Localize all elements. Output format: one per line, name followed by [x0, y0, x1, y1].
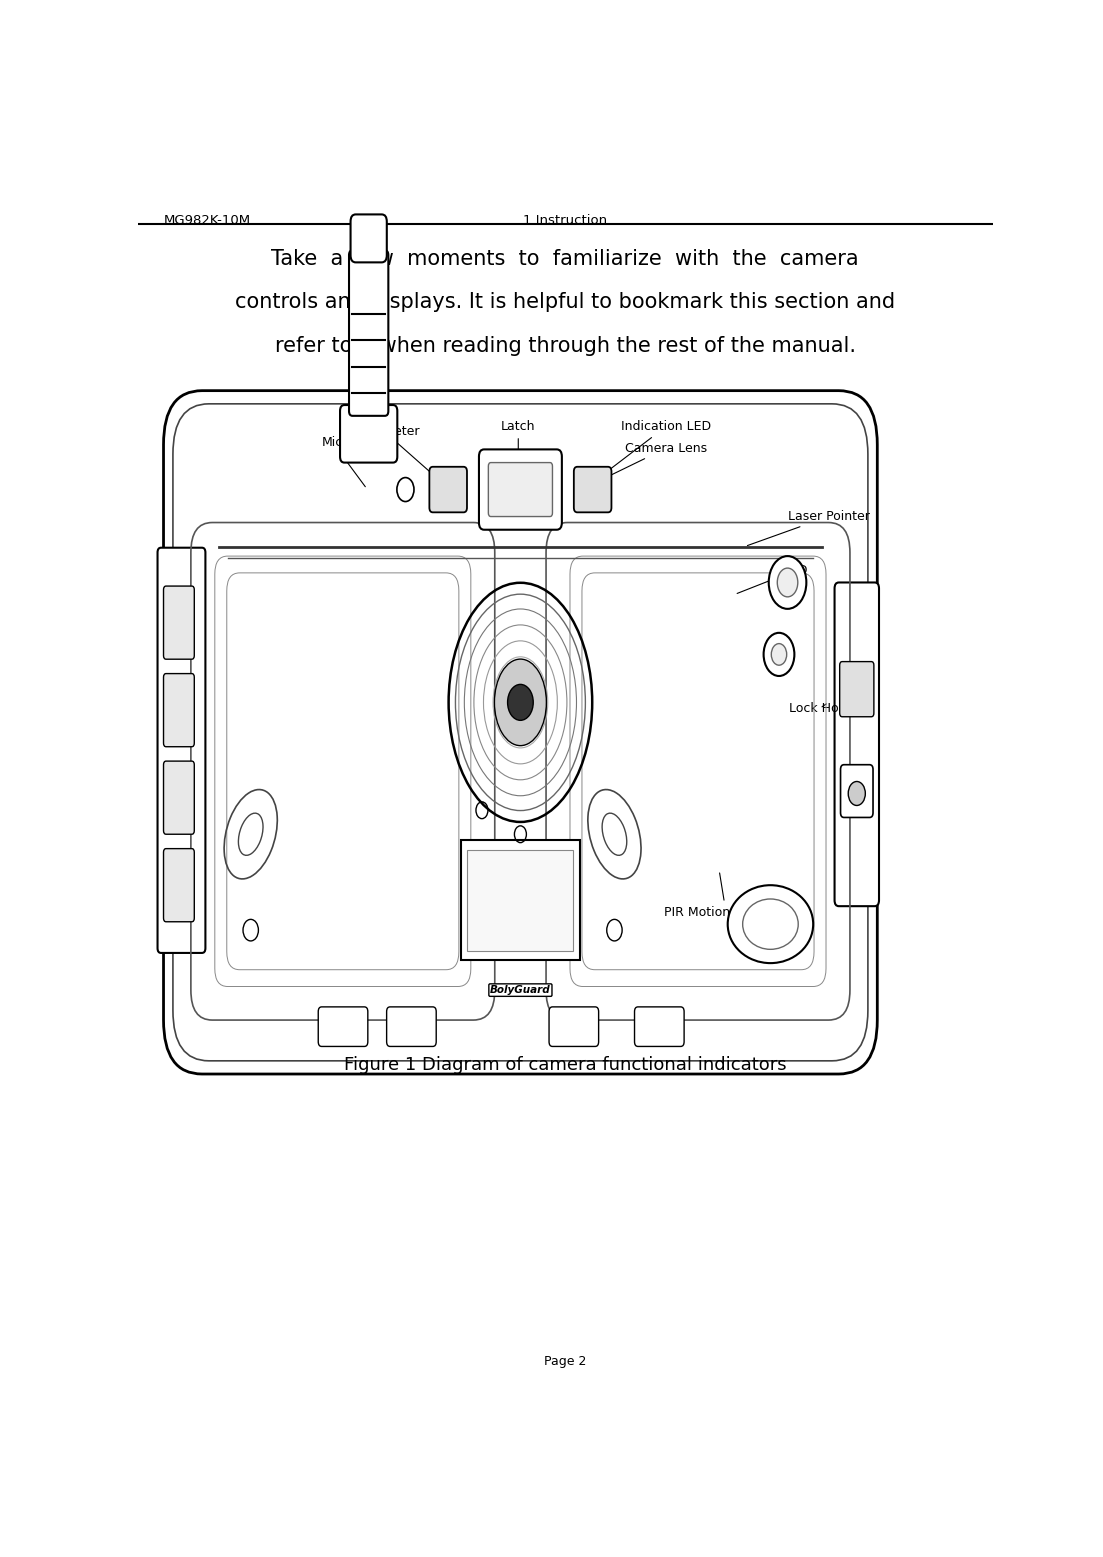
Text: PIR Motion Detector: PIR Motion Detector — [664, 873, 789, 919]
FancyBboxPatch shape — [158, 548, 205, 953]
Text: Mic: Mic — [322, 436, 365, 487]
Text: Figure 1 Diagram of camera functional indicators: Figure 1 Diagram of camera functional in… — [344, 1056, 786, 1074]
Circle shape — [771, 643, 786, 665]
FancyBboxPatch shape — [163, 391, 877, 1074]
Circle shape — [507, 685, 533, 721]
Ellipse shape — [494, 659, 546, 746]
Circle shape — [397, 478, 414, 501]
Text: Page 2: Page 2 — [544, 1355, 587, 1367]
Text: Indication LED: Indication LED — [598, 420, 711, 480]
FancyBboxPatch shape — [429, 467, 467, 512]
Text: Camera Lens: Camera Lens — [585, 442, 707, 487]
Text: Latch: Latch — [501, 420, 536, 478]
Text: Laser Pointer: Laser Pointer — [748, 511, 869, 545]
FancyBboxPatch shape — [461, 841, 580, 961]
FancyBboxPatch shape — [351, 215, 387, 263]
Circle shape — [778, 568, 797, 596]
Circle shape — [763, 632, 794, 676]
FancyBboxPatch shape — [839, 662, 874, 716]
FancyBboxPatch shape — [835, 582, 879, 906]
Text: 1 Instruction: 1 Instruction — [523, 215, 608, 227]
FancyBboxPatch shape — [163, 849, 194, 922]
FancyBboxPatch shape — [163, 761, 194, 835]
FancyBboxPatch shape — [634, 1007, 684, 1046]
Text: refer to it when reading through the rest of the manual.: refer to it when reading through the res… — [275, 335, 856, 355]
Text: Take  a  few  moments  to  familiarize  with  the  camera: Take a few moments to familiarize with t… — [271, 249, 859, 269]
FancyBboxPatch shape — [387, 1007, 436, 1046]
Text: MG982K-10M: MG982K-10M — [163, 215, 250, 227]
Circle shape — [769, 556, 806, 609]
FancyBboxPatch shape — [549, 1007, 599, 1046]
FancyBboxPatch shape — [163, 585, 194, 659]
Text: Lock Hole: Lock Hole — [790, 702, 850, 715]
FancyBboxPatch shape — [479, 450, 561, 529]
FancyBboxPatch shape — [468, 850, 574, 950]
FancyBboxPatch shape — [489, 462, 553, 517]
FancyBboxPatch shape — [163, 674, 194, 747]
Text: LED: LED — [737, 564, 807, 593]
Text: Light Meter: Light Meter — [349, 425, 442, 483]
FancyBboxPatch shape — [349, 251, 388, 416]
FancyBboxPatch shape — [840, 764, 874, 817]
Text: controls and displays. It is helpful to bookmark this section and: controls and displays. It is helpful to … — [235, 293, 896, 313]
Text: BolyGuard: BolyGuard — [490, 986, 550, 995]
Ellipse shape — [728, 886, 813, 964]
FancyBboxPatch shape — [340, 405, 397, 462]
FancyBboxPatch shape — [319, 1007, 367, 1046]
Circle shape — [848, 782, 866, 805]
FancyBboxPatch shape — [574, 467, 611, 512]
